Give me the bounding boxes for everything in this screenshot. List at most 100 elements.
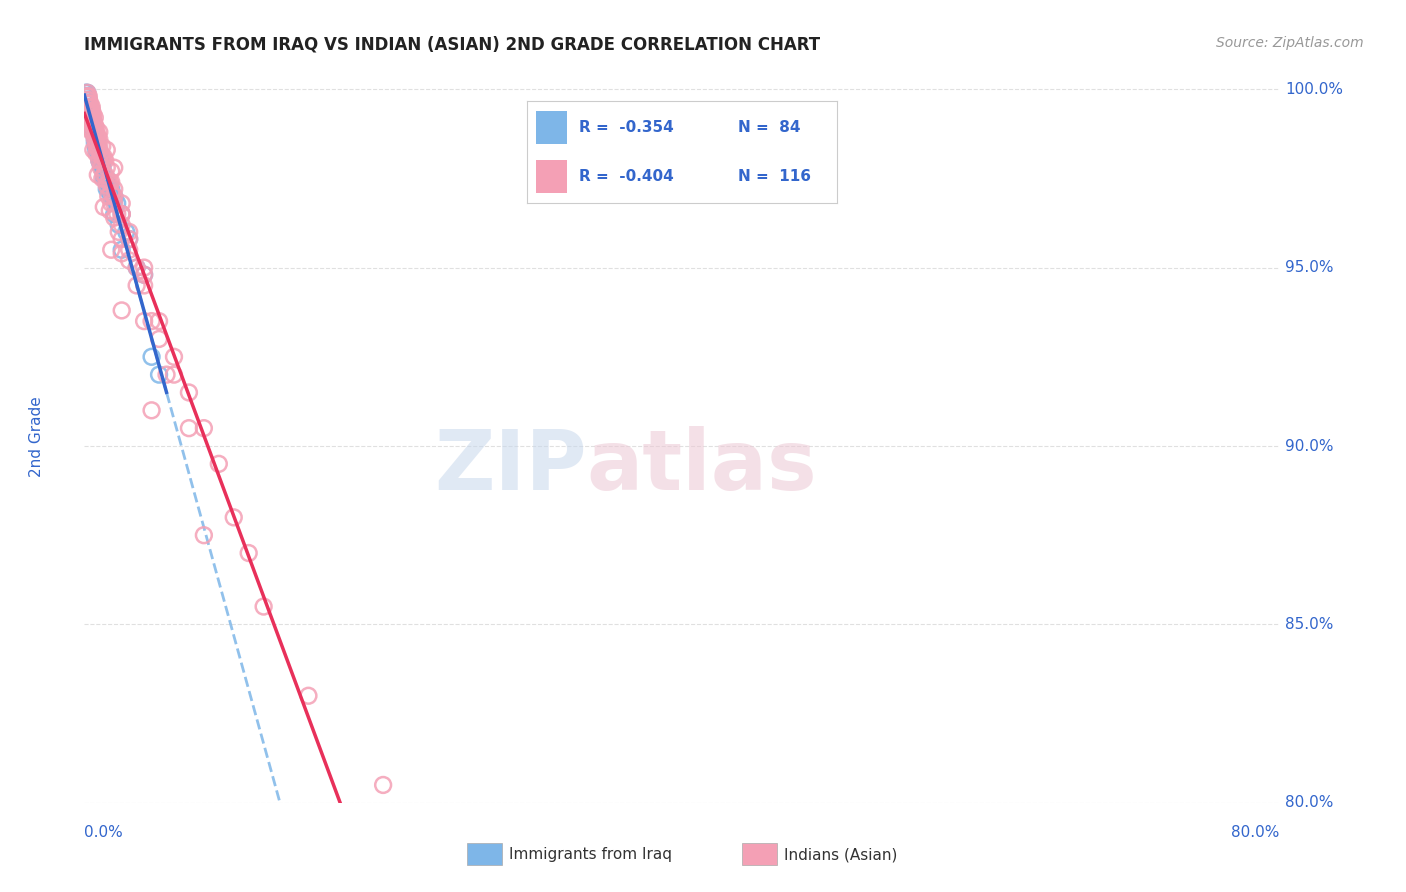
- Point: [91, 150, 114, 164]
- Point: [82, 114, 104, 128]
- Point: [79, 107, 101, 121]
- Point: [87, 168, 110, 182]
- Point: [82, 107, 104, 121]
- Point: [86, 136, 108, 150]
- Text: Source: ZipAtlas.com: Source: ZipAtlas.com: [1216, 36, 1364, 50]
- Point: [100, 175, 122, 189]
- Text: R =  -0.404: R = -0.404: [579, 169, 673, 184]
- Point: [80, 121, 103, 136]
- Point: [80, 111, 103, 125]
- Point: [80, 118, 103, 132]
- Point: [107, 225, 129, 239]
- Point: [80, 114, 103, 128]
- Point: [98, 203, 121, 218]
- Text: IMMIGRANTS FROM IRAQ VS INDIAN (ASIAN) 2ND GRADE CORRELATION CHART: IMMIGRANTS FROM IRAQ VS INDIAN (ASIAN) 2…: [84, 36, 821, 54]
- Point: [77, 96, 100, 111]
- Point: [86, 128, 108, 143]
- Point: [76, 96, 98, 111]
- Point: [76, 100, 98, 114]
- Point: [148, 368, 170, 382]
- Text: 80.0%: 80.0%: [1232, 825, 1279, 839]
- Point: [76, 89, 98, 103]
- Point: [76, 89, 98, 103]
- Point: [79, 111, 101, 125]
- Point: [83, 121, 105, 136]
- Point: [103, 189, 125, 203]
- Point: [89, 132, 111, 146]
- Point: [79, 100, 101, 114]
- Point: [80, 111, 103, 125]
- Point: [79, 100, 101, 114]
- Text: 100.0%: 100.0%: [1285, 82, 1344, 96]
- Point: [91, 157, 114, 171]
- Point: [83, 125, 105, 139]
- Point: [132, 278, 156, 293]
- Point: [100, 164, 122, 178]
- Point: [90, 153, 112, 168]
- Point: [79, 111, 101, 125]
- Point: [80, 111, 103, 125]
- Point: [77, 96, 100, 111]
- Point: [105, 196, 128, 211]
- Bar: [536, 160, 567, 193]
- Point: [79, 100, 101, 114]
- Point: [79, 103, 101, 118]
- Text: 85.0%: 85.0%: [1285, 617, 1334, 632]
- Point: [94, 168, 117, 182]
- Point: [79, 114, 101, 128]
- Point: [80, 114, 103, 128]
- Point: [141, 350, 163, 364]
- Point: [163, 368, 186, 382]
- Point: [111, 207, 134, 221]
- Point: [77, 89, 100, 103]
- Point: [97, 175, 120, 189]
- Point: [83, 128, 105, 143]
- Point: [91, 161, 114, 175]
- Point: [93, 171, 115, 186]
- Text: 90.0%: 90.0%: [1285, 439, 1334, 453]
- Point: [97, 178, 120, 193]
- Text: 80.0%: 80.0%: [1285, 796, 1334, 810]
- Point: [94, 171, 117, 186]
- Point: [93, 168, 115, 182]
- Point: [111, 243, 134, 257]
- Point: [86, 139, 108, 153]
- Point: [94, 153, 117, 168]
- Point: [118, 232, 141, 246]
- Point: [77, 96, 100, 111]
- Point: [79, 96, 101, 111]
- Point: [76, 89, 98, 103]
- Point: [132, 268, 156, 282]
- Point: [86, 121, 108, 136]
- Point: [83, 111, 105, 125]
- Point: [77, 103, 100, 118]
- Bar: [536, 111, 567, 144]
- Point: [79, 121, 101, 136]
- Point: [83, 125, 105, 139]
- Point: [89, 139, 111, 153]
- Point: [77, 96, 100, 111]
- Point: [76, 96, 98, 111]
- Point: [86, 143, 108, 157]
- Point: [93, 200, 115, 214]
- Point: [79, 103, 101, 118]
- Point: [91, 139, 114, 153]
- Point: [100, 186, 122, 200]
- Point: [111, 303, 134, 318]
- Point: [89, 153, 111, 168]
- Point: [253, 599, 276, 614]
- Point: [103, 196, 125, 211]
- Point: [115, 225, 138, 239]
- Point: [96, 182, 118, 196]
- Point: [90, 146, 112, 161]
- Point: [77, 100, 100, 114]
- Point: [80, 125, 103, 139]
- Point: [86, 146, 108, 161]
- Point: [77, 100, 100, 114]
- Point: [163, 350, 186, 364]
- Point: [96, 175, 118, 189]
- Point: [100, 196, 122, 211]
- Point: [86, 139, 108, 153]
- Point: [125, 278, 148, 293]
- Point: [125, 260, 148, 275]
